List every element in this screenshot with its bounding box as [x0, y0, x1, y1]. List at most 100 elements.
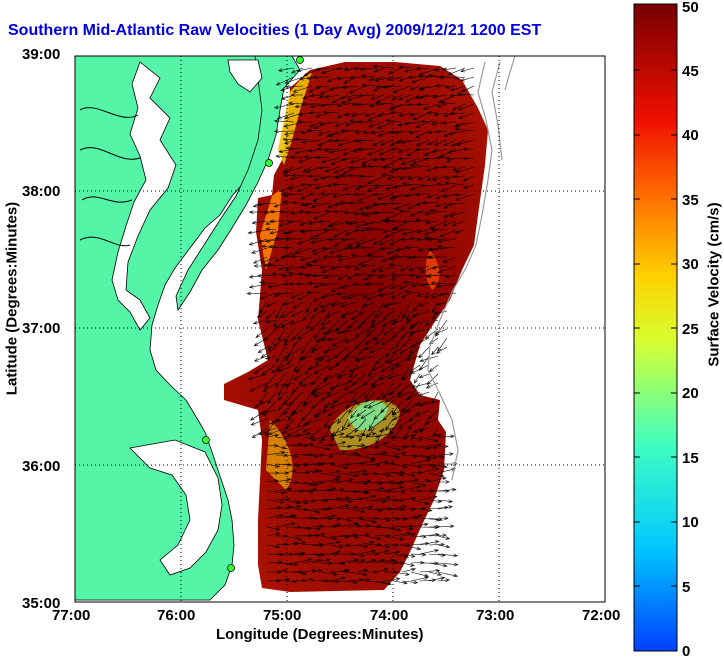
velocity-arrow: [302, 436, 317, 442]
velocity-arrow: [358, 346, 367, 355]
velocity-arrow: [389, 364, 403, 371]
velocity-arrow: [404, 289, 421, 294]
velocity-arrow: [346, 274, 358, 280]
velocity-arrow: [349, 364, 358, 379]
velocity-arrow: [354, 418, 367, 433]
velocity-arrow: [329, 432, 345, 438]
velocity-arrow: [302, 578, 314, 582]
velocity-arrow: [311, 532, 326, 537]
velocity-arrow: [308, 220, 322, 225]
velocity-arrow: [400, 364, 412, 381]
velocity-arrow: [427, 73, 448, 78]
velocity-arrow: [320, 506, 333, 511]
velocity-arrow: [260, 256, 277, 264]
velocity-arrow: [357, 93, 376, 98]
velocity-arrow: [286, 219, 304, 224]
velocity-arrow: [311, 273, 331, 278]
velocity-arrow: [351, 391, 367, 404]
velocity-arrow: [454, 166, 475, 174]
velocity-arrow: [388, 256, 403, 261]
velocity-arrow: [273, 337, 286, 347]
velocity-arrow: [329, 470, 341, 474]
velocity-arrow: [383, 435, 396, 440]
velocity-arrow: [320, 571, 338, 576]
velocity-arrow: [437, 544, 451, 549]
velocity-arrow: [329, 504, 350, 510]
velocity-arrow: [323, 418, 331, 429]
velocity-arrow: [380, 157, 394, 162]
velocity-arrow: [438, 75, 457, 80]
velocity-arrow: [383, 577, 401, 582]
velocity-arrow: [339, 301, 358, 308]
velocity-arrow: [410, 499, 430, 506]
velocity-arrow: [295, 364, 304, 374]
velocity-arrow: [423, 229, 439, 236]
velocity-arrow: [275, 373, 286, 388]
velocity-arrow: [300, 182, 322, 187]
velocity-arrow: [401, 485, 422, 492]
velocity-arrow: [382, 85, 403, 89]
velocity-arrow: [311, 578, 330, 583]
velocity-arrow: [371, 265, 385, 273]
velocity-arrow: [428, 433, 442, 438]
velocity-arrow: [367, 400, 385, 409]
velocity-arrow: [365, 487, 385, 492]
velocity-arrow: [441, 121, 457, 125]
velocity-arrow: [290, 67, 304, 74]
velocity-arrow: [256, 273, 277, 278]
velocity-arrow: [392, 436, 408, 440]
velocity-arrow: [269, 219, 286, 223]
river-rappahannock: [79, 147, 141, 160]
velocity-arrow: [271, 364, 286, 373]
velocity-arrow: [291, 201, 304, 205]
velocity-arrow: [413, 373, 421, 384]
cb-tick-10: 10: [682, 514, 699, 531]
velocity-arrow: [370, 364, 385, 371]
velocity-arrow: [336, 112, 349, 118]
velocity-arrow: [350, 253, 367, 258]
velocity-arrow: [302, 533, 320, 538]
velocity-arrow: [307, 263, 322, 268]
velocity-arrow: [266, 513, 284, 519]
velocity-arrow: [374, 544, 391, 549]
velocity-arrow: [311, 469, 323, 474]
velocity-arrow: [374, 355, 385, 365]
velocity-arrow: [287, 184, 304, 190]
velocity-arrow: [258, 427, 277, 435]
velocity-arrow: [383, 445, 402, 452]
velocity-arrow: [407, 202, 421, 210]
velocity-arrow: [314, 229, 331, 237]
velocity-arrow: [436, 103, 448, 108]
velocity-arrow: [353, 282, 367, 287]
velocity-arrow: [300, 265, 313, 270]
velocity-arrow: [463, 156, 475, 161]
velocity-arrow: [407, 346, 421, 358]
velocity-arrow: [437, 516, 449, 520]
velocity-arrow: [321, 246, 340, 251]
velocity-arrow: [373, 192, 385, 197]
velocity-arrow: [348, 373, 358, 384]
velocity-arrow: [402, 220, 421, 224]
velocity-arrow: [296, 328, 313, 340]
velocity-arrow: [266, 532, 281, 537]
velocity-arrow: [315, 337, 331, 343]
velocity-arrow: [424, 418, 439, 425]
velocity-arrow: [314, 184, 331, 190]
velocity-arrow: [266, 443, 279, 448]
velocity-arrow: [357, 256, 376, 266]
velocity-arrow: [317, 130, 331, 136]
velocity-arrow: [338, 517, 352, 522]
isobath-line: [427, 61, 493, 481]
velocity-arrow: [443, 139, 457, 146]
velocity-arrow: [275, 487, 293, 492]
velocity-arrow: [356, 549, 377, 555]
velocity-arrow: [414, 94, 430, 99]
velocity-arrow: [437, 499, 453, 503]
velocity-arrow: [357, 193, 376, 202]
velocity-arrow: [380, 400, 394, 414]
velocity-arrow: [356, 445, 369, 449]
velocity-arrow: [338, 533, 358, 538]
velocity-arrow: [401, 337, 412, 348]
velocity-arrow: [368, 121, 385, 128]
velocity-arrow: [311, 516, 333, 521]
